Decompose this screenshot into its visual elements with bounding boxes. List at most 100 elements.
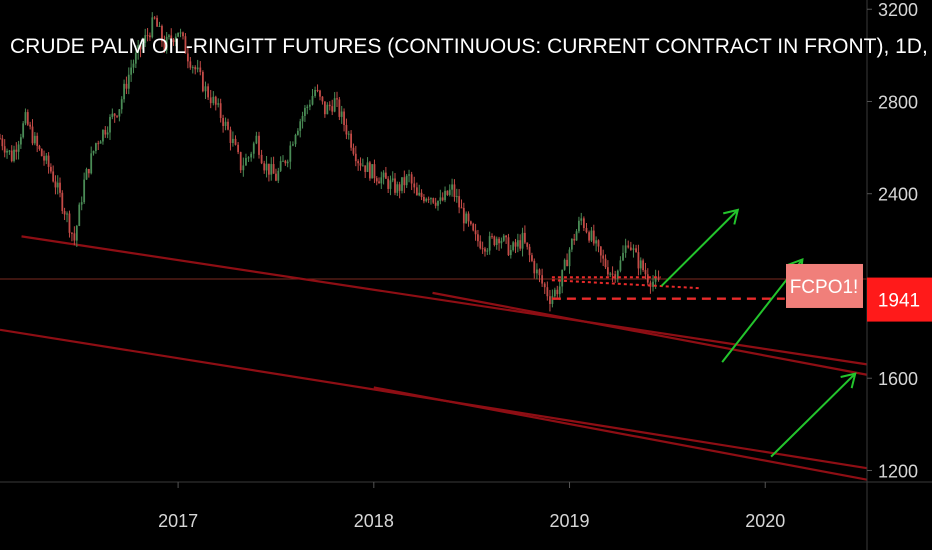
price-candle-body [1,138,4,147]
price-candle-body [194,67,197,70]
price-candle-body [609,273,612,275]
price-candle-body [222,117,225,126]
price-candle-body [314,90,316,96]
price-candle-body [455,196,458,198]
price-candle-body [477,234,479,242]
price-candle-body [111,113,114,117]
price-candle-body [642,260,645,271]
price-candle-body [371,164,374,179]
price-candle-body [410,174,413,184]
price-candle-body [597,240,600,247]
price-candle-body [528,246,531,256]
price-candle-body [519,240,522,249]
price-candle-body [347,133,350,135]
price-candle-body [472,223,475,231]
price-candle-body [561,269,564,287]
price-candle-body [189,61,192,68]
price-candle-body [502,235,505,241]
price-candle-body [38,145,41,149]
price-candle-body [505,235,508,238]
price-candle-body [97,143,100,145]
price-candle-body [380,177,383,184]
price-candle-body [3,146,6,153]
price-candle-body [408,174,410,176]
price-candle-body [161,26,163,42]
price-candle-body [507,237,510,256]
chart-title: CRUDE PALM OIL-RINGITT FUTURES (CONTINUO… [10,35,932,58]
price-candle-body [368,162,371,179]
price-candle-body [484,248,486,252]
price-candle-body [116,115,118,117]
price-candle-body [26,112,29,125]
price-candle-body [521,232,524,249]
price-candle-body [156,17,158,27]
price-candle-body [578,220,580,232]
price-candle-body [125,83,128,89]
symbol-tag [786,263,863,308]
price-candle-body [437,200,439,206]
price-candle-body [163,41,166,51]
price-candle-body [323,101,326,115]
price-candle-body [113,113,116,116]
time-axis-label: 2018 [354,511,394,531]
price-candle-body [227,121,229,130]
price-candle-body [15,149,18,152]
price-candle-body [462,207,465,224]
price-candle-body [179,32,182,34]
price-candle-body [328,104,331,107]
price-candle-body [36,135,39,146]
price-candle-body [384,172,387,179]
time-axis[interactable]: 2017 2018 2019 2020 [158,482,785,531]
price-candle-body [109,116,111,133]
price-candle-body [500,240,503,244]
price-candle-body [204,86,207,92]
price-candle-body [17,144,20,152]
arrow-head [840,372,857,389]
price-candle-body [268,163,270,175]
price-candle-body [68,213,71,233]
price-candle-body [644,270,647,275]
price-candle-body [286,161,289,164]
price-candle-body [134,53,137,64]
price-candle-body [275,173,277,181]
price-candle-body [61,192,64,212]
price-candle-body [361,165,364,167]
price-candle-body [106,132,109,135]
price-candle-body [0,138,1,140]
price-candle-body [31,126,34,144]
price-axis-label: 3200 [878,0,918,20]
price-candle-body [354,153,357,162]
price-candle-body [635,248,637,253]
price-candle-body [289,145,292,162]
price-candle-body [418,192,421,196]
price-candle-body [590,230,593,241]
price-candle-body [444,190,446,201]
price-candle-body [556,289,559,295]
price-candle-body [375,178,378,182]
price-candle-body [622,252,624,261]
price-candle-body [541,275,544,284]
price-candle-body [336,98,338,100]
price-candle-body [242,165,245,171]
price-candle-body [340,111,343,117]
price-candle-body [536,269,538,274]
price-candle-body [284,160,287,164]
price-candle-body [132,63,135,68]
support-dotted-line [551,279,701,290]
price-candle-body [465,213,468,224]
price-candle-body [19,137,22,145]
price-candle-body [66,213,68,215]
price-candle-body [209,97,212,104]
price-candle-body [279,161,282,171]
price-candle-body [632,248,635,250]
price-candle-body [270,164,273,175]
price-candle-body [350,133,353,148]
price-candle-body [403,177,406,186]
price-candle-body [453,184,456,197]
price-candle-body [321,96,324,102]
price-candle-body [568,249,571,267]
price-candle-body [458,196,461,208]
price-candle-body [224,121,227,126]
price-candle-body [516,240,519,247]
